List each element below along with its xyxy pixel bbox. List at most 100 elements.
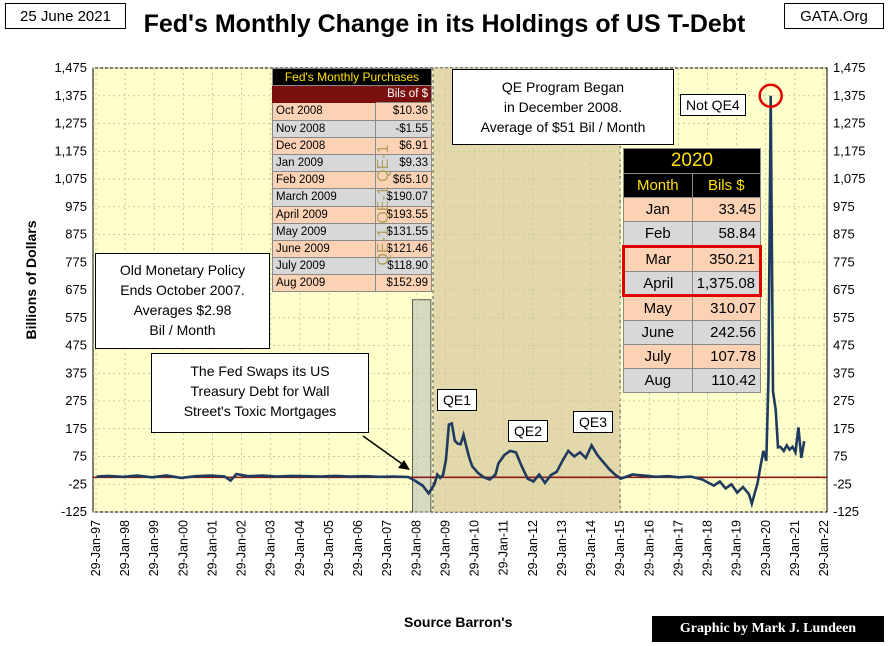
old-policy-line-1: Old Monetary Policy bbox=[119, 262, 246, 278]
table-2020-value: 58.84 bbox=[691, 220, 762, 247]
x-tick-label: 29-Jan-03 bbox=[264, 520, 278, 576]
purchases-month: June 2009 bbox=[272, 239, 376, 259]
graphic-credit: Graphic by Mark J. Lundeen bbox=[652, 616, 884, 642]
monthly-purchases-table: Fed's Monthly Purchases Bils of $ Oct 20… bbox=[272, 67, 432, 293]
y-tick-label-right: 775 bbox=[833, 254, 855, 269]
x-tick-label: 29-Jan-11 bbox=[497, 520, 511, 575]
table-2020-year: 2020 bbox=[623, 148, 761, 174]
purchases-row: Nov 2008 -$1.55 bbox=[272, 119, 432, 138]
qe-program-line-2: in December 2008. bbox=[503, 99, 623, 115]
x-tick-label: 29-Jan-07 bbox=[380, 520, 394, 576]
not-qe4-label: Not QE4 bbox=[680, 94, 746, 116]
purchases-row: Oct 2008 $10.36 bbox=[272, 102, 432, 121]
y-tick-label-right: 1,375 bbox=[833, 88, 866, 103]
y-tick-label-right: 75 bbox=[833, 449, 847, 464]
series-line bbox=[96, 95, 806, 509]
x-tick-label: 29-Jan-14 bbox=[584, 520, 598, 576]
purchases-row: Jan 2009 $9.33 bbox=[272, 153, 432, 173]
x-tick-label: 29-Jan-09 bbox=[438, 520, 452, 576]
table-2020-month-header: Month bbox=[623, 173, 693, 198]
y-tick-label-right: 875 bbox=[833, 227, 855, 242]
table-2020-value: 107.78 bbox=[691, 344, 762, 370]
purchases-value: -$1.55 bbox=[375, 119, 432, 138]
y-tick-label-right: -25 bbox=[833, 476, 852, 491]
y-tick-label-right: 675 bbox=[833, 282, 855, 297]
y-tick-label-left: 975 bbox=[65, 199, 87, 214]
purchases-table-title: Fed's Monthly Purchases bbox=[272, 67, 432, 87]
y-tick-label-right: 475 bbox=[833, 338, 855, 353]
purchases-row: June 2009 $121.46 bbox=[272, 239, 432, 259]
x-tick-label: 29-Jan-16 bbox=[642, 520, 656, 576]
purchases-month: May 2009 bbox=[272, 222, 376, 241]
peak-highlight-circle bbox=[758, 83, 783, 108]
table-2020-row: Jan 33.45 bbox=[623, 196, 762, 222]
x-tick-label: 29-Jan-05 bbox=[322, 520, 336, 576]
table-2020-month: Jan bbox=[623, 196, 693, 222]
x-axis-source-label: Source Barron's bbox=[404, 614, 513, 630]
x-tick-label: 29-Jan-01 bbox=[205, 520, 219, 576]
qe-program-note: QE Program Began in December 2008. Avera… bbox=[452, 69, 674, 145]
old-policy-line-2: Ends October 2007. bbox=[120, 282, 245, 298]
purchases-row: Aug 2009 $152.99 bbox=[272, 274, 432, 293]
table-2020-month: Mar bbox=[622, 244, 693, 272]
qe2-label: QE2 bbox=[508, 420, 549, 442]
y-tick-label-right: 175 bbox=[833, 421, 855, 436]
y-tick-label-left: -125 bbox=[61, 504, 87, 519]
qe3-label: QE3 bbox=[573, 411, 614, 433]
y-tick-label-left: 1,275 bbox=[54, 116, 87, 131]
y-tick-label-left: 875 bbox=[65, 227, 87, 242]
y-tick-label-right: 1,075 bbox=[833, 171, 866, 186]
old-policy-note: Old Monetary Policy Ends October 2007. A… bbox=[95, 253, 270, 349]
table-2020-month: Feb bbox=[623, 220, 693, 247]
purchases-month: April 2009 bbox=[272, 205, 376, 224]
purchases-value: $9.33 bbox=[375, 153, 432, 173]
table-2020-month: April bbox=[622, 270, 693, 298]
x-tick-label: 29-Jan-19 bbox=[730, 520, 744, 576]
swap-period-band bbox=[412, 299, 432, 513]
purchases-value: $118.90 bbox=[375, 257, 432, 276]
table-2020-value: 242.56 bbox=[691, 320, 762, 346]
y-tick-label-left: 275 bbox=[65, 393, 87, 408]
x-tick-label: 29-Jan-17 bbox=[671, 520, 685, 576]
x-tick-label: 29-Jan-20 bbox=[759, 520, 773, 576]
y-tick-label-right: 375 bbox=[833, 365, 855, 380]
purchases-row: July 2009 $118.90 bbox=[272, 257, 432, 276]
date-stamp: 25 June 2021 bbox=[5, 3, 126, 29]
annotation-arrow bbox=[362, 435, 406, 467]
y-tick-label-left: 1,075 bbox=[54, 171, 87, 186]
qe1-side-label: QE-1 QE-1 QE-1 bbox=[375, 144, 392, 265]
purchases-row: March 2009 $190.07 bbox=[272, 188, 432, 207]
purchases-month: Feb 2009 bbox=[272, 171, 376, 190]
purchases-month: Oct 2008 bbox=[272, 102, 376, 121]
fed-swaps-line-2: Treasury Debt for Wall bbox=[190, 383, 330, 399]
x-tick-label: 29-Jan-06 bbox=[351, 520, 365, 576]
y-tick-label-left: 675 bbox=[65, 282, 87, 297]
purchases-month: Aug 2009 bbox=[272, 274, 376, 293]
x-tick-label: 29-Jan-12 bbox=[526, 520, 540, 576]
purchases-unit-header: Bils of $ bbox=[375, 85, 432, 104]
table-2020-row: Aug 110.42 bbox=[623, 368, 762, 394]
y-tick-label-right: 1,175 bbox=[833, 143, 866, 158]
table-2020-row: July 107.78 bbox=[623, 344, 762, 370]
y-tick-label-right: -125 bbox=[833, 504, 859, 519]
qe1-side-label-box: QE-1 QE-1 QE-1 bbox=[375, 144, 392, 265]
table-2020: 2020 Month Bils $ Jan 33.45 Feb 58.84 Mar 350.… bbox=[622, 148, 763, 394]
y-tick-label-left: 1,175 bbox=[54, 143, 87, 158]
y-tick-label-left: 175 bbox=[65, 421, 87, 436]
fed-swaps-line-3: Street's Toxic Mortgages bbox=[183, 403, 337, 419]
fed-swaps-line-1: The Fed Swaps its US bbox=[190, 363, 330, 379]
x-tick-label: 29-Jan-98 bbox=[118, 520, 132, 576]
table-2020-row: June 242.56 bbox=[623, 320, 762, 346]
old-policy-line-4: Bil / Month bbox=[149, 322, 216, 338]
x-tick-label: 29-Jan-15 bbox=[613, 520, 627, 576]
table-2020-month: Aug bbox=[623, 368, 693, 394]
table-2020-value: 1,375.08 bbox=[691, 270, 763, 298]
table-2020-row: May 310.07 bbox=[623, 295, 762, 322]
purchases-month: Nov 2008 bbox=[272, 119, 376, 138]
qe-program-line-1: QE Program Began bbox=[501, 79, 625, 95]
y-tick-label-left: 75 bbox=[73, 449, 87, 464]
purchases-row: Feb 2009 $65.10 bbox=[272, 171, 432, 190]
purchases-value: $10.36 bbox=[375, 102, 432, 121]
x-tick-label: 29-Jan-00 bbox=[176, 520, 190, 576]
